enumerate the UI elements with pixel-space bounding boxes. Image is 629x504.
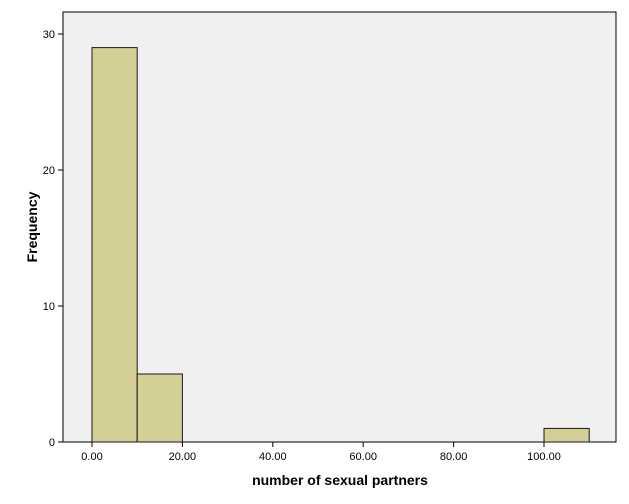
x-axis-title: number of sexual partners — [252, 472, 428, 488]
x-tick-label: 0.00 — [81, 451, 102, 463]
bars-group — [91, 47, 590, 443]
plot-area — [62, 11, 617, 443]
y-tick-label: 20 — [43, 165, 55, 177]
y-tick-label: 10 — [43, 301, 55, 313]
histogram-bar — [91, 47, 138, 443]
y-tick-label: 30 — [43, 29, 55, 41]
x-tick-label: 60.00 — [349, 451, 377, 463]
y-axis: 0 10 20 30 — [43, 29, 63, 449]
histogram-bar — [543, 427, 590, 443]
y-axis-title: Frequency — [24, 191, 40, 262]
x-tick-label: 40.00 — [259, 451, 287, 463]
x-tick-label: 100.00 — [527, 451, 561, 463]
histogram-bar — [136, 373, 183, 443]
y-tick-label: 0 — [49, 437, 55, 449]
x-axis: 0.00 20.00 40.00 60.00 80.00 100.00 — [81, 442, 561, 463]
x-tick-label: 80.00 — [440, 451, 468, 463]
x-tick-label: 20.00 — [169, 451, 197, 463]
